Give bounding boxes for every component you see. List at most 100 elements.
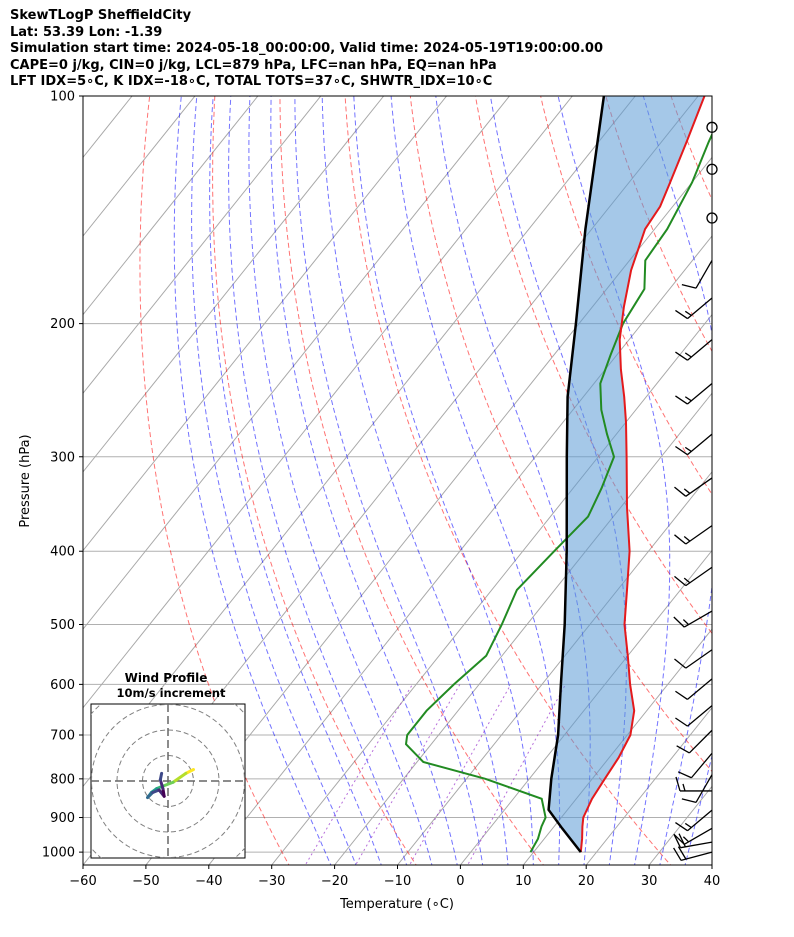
isotherm bbox=[585, 706, 712, 865]
x-tick-label: −50 bbox=[132, 874, 159, 889]
moist-adiabat bbox=[642, 96, 712, 865]
dry-adiabat bbox=[409, 96, 712, 773]
wind-barb bbox=[677, 752, 713, 779]
dry-adiabat bbox=[279, 96, 545, 865]
moist-adiabat bbox=[248, 96, 433, 865]
y-tick-label: 300 bbox=[50, 450, 75, 465]
wind-barb bbox=[681, 774, 713, 804]
isotherm bbox=[83, 96, 573, 709]
y-tick-label: 800 bbox=[50, 772, 75, 787]
y-tick-label: 700 bbox=[50, 728, 75, 743]
x-tick-label: 10 bbox=[515, 874, 532, 889]
dry-adiabat bbox=[730, 79, 794, 868]
wind-barb bbox=[675, 339, 713, 361]
wind-barbs bbox=[673, 121, 718, 862]
profiles bbox=[404, 96, 712, 853]
calm-wind-marker bbox=[706, 121, 718, 133]
isotherm bbox=[271, 313, 712, 865]
mixing-ratio-line bbox=[409, 684, 512, 865]
x-tick-label: 40 bbox=[704, 874, 721, 889]
y-tick-label: 400 bbox=[50, 545, 75, 560]
moist-adiabat bbox=[209, 96, 382, 865]
wind-barb bbox=[675, 809, 713, 832]
temperature-line bbox=[579, 96, 706, 853]
hodograph-segment bbox=[161, 780, 175, 788]
hodograph-inset: Wind Profile 10m/s increment bbox=[90, 671, 246, 859]
wind-barb bbox=[674, 525, 713, 545]
y-axis-ticks: 100 200 300 400 500 600 700 800 900 1000 bbox=[42, 90, 83, 861]
isotherm bbox=[83, 96, 259, 316]
isotherm bbox=[83, 96, 447, 552]
hodograph-title: Wind Profile bbox=[125, 671, 208, 685]
isotherm bbox=[83, 96, 510, 630]
wind-barb bbox=[674, 477, 713, 497]
hodograph-plot bbox=[91, 704, 245, 858]
wind-barb bbox=[676, 729, 713, 754]
moist-adiabat bbox=[353, 96, 534, 865]
isotherm bbox=[83, 96, 196, 237]
wind-barb bbox=[673, 846, 713, 862]
isotherm bbox=[397, 471, 712, 865]
hodograph-segment bbox=[171, 771, 188, 784]
y-tick-label: 200 bbox=[50, 317, 75, 332]
chart-header: SkewTLogP SheffieldCity Lat: 53.39 Lon: … bbox=[10, 8, 603, 91]
wind-barb bbox=[675, 433, 713, 456]
wind-barb bbox=[675, 678, 713, 700]
moist-adiabat bbox=[557, 96, 671, 865]
x-tick-label: −40 bbox=[195, 874, 222, 889]
dry-adiabat bbox=[540, 96, 712, 496]
wind-barb bbox=[673, 827, 713, 845]
wind-barb bbox=[673, 833, 713, 849]
calm-wind-marker bbox=[706, 163, 718, 175]
moist-adiabat bbox=[684, 753, 712, 865]
wind-barb bbox=[675, 776, 712, 792]
isotherm bbox=[334, 392, 712, 865]
wind-barb bbox=[675, 382, 713, 405]
x-tick-label: 30 bbox=[641, 874, 658, 889]
time-line: Simulation start time: 2024-05-18_00:00:… bbox=[10, 41, 603, 56]
wind-barb bbox=[674, 566, 713, 587]
isotherm bbox=[208, 235, 712, 865]
moist-adiabat bbox=[270, 96, 458, 865]
cape-line: CAPE=0 j/kg, CIN=0 j/kg, LCL=879 hPa, LF… bbox=[10, 57, 497, 73]
hodograph-ring bbox=[91, 704, 245, 858]
dry-adiabat bbox=[474, 96, 712, 635]
mixing-ratio-line bbox=[304, 684, 413, 865]
wind-barb bbox=[675, 297, 713, 320]
x-tick-label: 0 bbox=[456, 874, 464, 889]
isotherm bbox=[0, 96, 69, 865]
moist-adiabat bbox=[173, 96, 332, 865]
y-tick-label: 500 bbox=[50, 618, 75, 633]
x-axis-ticks: −60 −50 −40 −30 −20 −10 0 10 20 30 40 bbox=[69, 865, 720, 889]
location-line: Lat: 53.39 Lon: -1.39 bbox=[10, 24, 163, 40]
wind-barb bbox=[681, 260, 713, 289]
chart-title: SkewTLogP SheffieldCity bbox=[10, 8, 192, 23]
x-axis-label: Temperature (∘C) bbox=[339, 897, 454, 912]
x-tick-label: −30 bbox=[258, 874, 285, 889]
moist-adiabat bbox=[191, 96, 357, 865]
y-axis-label: Pressure (hPa) bbox=[18, 434, 33, 527]
indices-line: LFT IDX=5∘C, K IDX=-18∘C, TOTAL TOTS=37∘… bbox=[10, 74, 493, 89]
isotherm bbox=[145, 156, 712, 865]
dewpoint-line bbox=[404, 132, 712, 853]
x-tick-label: −10 bbox=[384, 874, 411, 889]
isotherm bbox=[83, 96, 322, 395]
x-tick-label: 20 bbox=[578, 874, 595, 889]
y-tick-label: 1000 bbox=[42, 846, 75, 861]
wind-barb bbox=[674, 649, 713, 669]
wind-barb bbox=[675, 705, 713, 727]
isotherm bbox=[83, 96, 385, 473]
y-tick-label: 100 bbox=[50, 90, 75, 105]
dry-adiabat bbox=[344, 96, 672, 865]
hodograph-segment bbox=[158, 771, 164, 782]
parcel-line bbox=[547, 96, 606, 853]
dry-adiabat bbox=[212, 96, 417, 865]
moist-adiabat bbox=[321, 96, 509, 865]
x-tick-label: −20 bbox=[321, 874, 348, 889]
moist-adiabat bbox=[228, 96, 408, 865]
calm-wind-marker bbox=[706, 212, 718, 224]
isotherm bbox=[648, 785, 712, 865]
x-tick-label: −60 bbox=[69, 874, 96, 889]
wind-barb bbox=[673, 610, 713, 628]
